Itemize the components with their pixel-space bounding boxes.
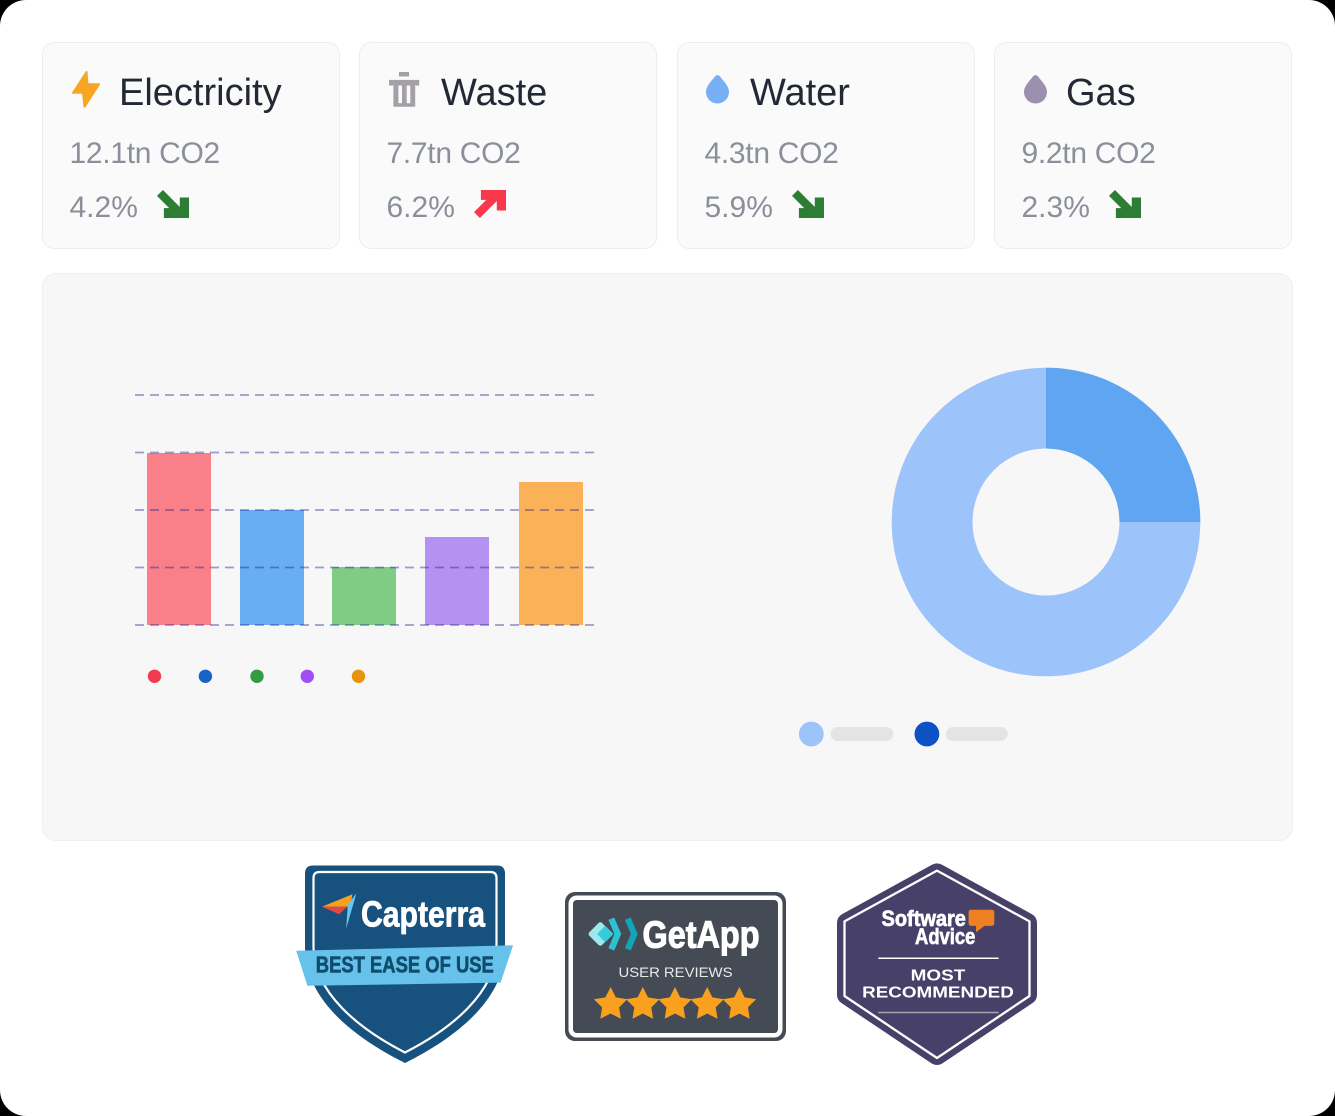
svg-text:Advice: Advice [915, 924, 975, 949]
svg-text:Capterra: Capterra [361, 893, 486, 934]
svg-text:Software: Software [882, 906, 966, 931]
svg-text:BEST EASE OF USE: BEST EASE OF USE [316, 952, 494, 978]
svg-text:RECOMMENDED: RECOMMENDED [862, 984, 1014, 1001]
svg-text:GetApp: GetApp [643, 914, 760, 956]
svg-text:MOST: MOST [911, 968, 966, 985]
svg-text:USER REVIEWS: USER REVIEWS [619, 965, 733, 980]
